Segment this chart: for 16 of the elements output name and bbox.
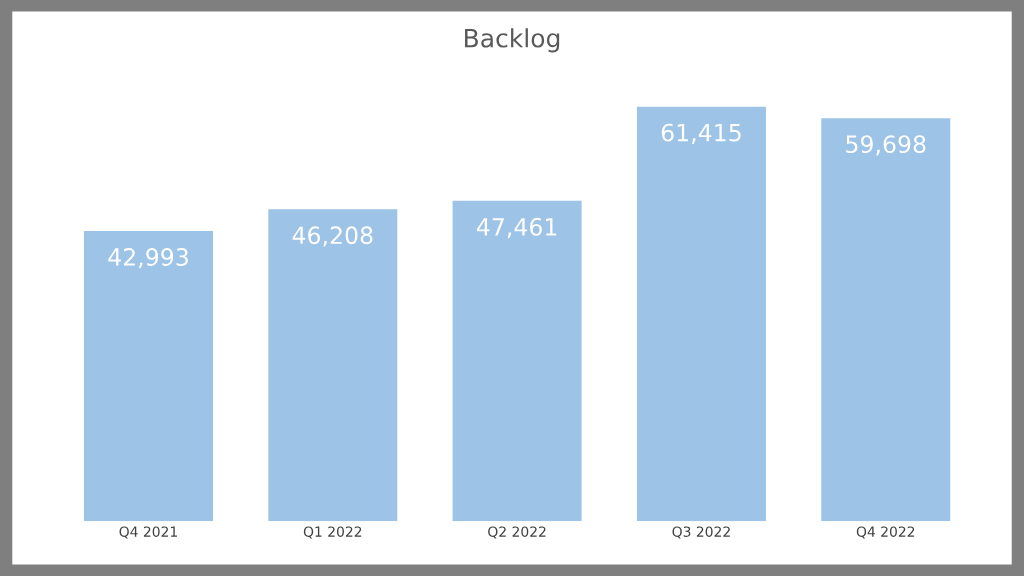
- bar: [83, 230, 213, 522]
- bar: [268, 209, 398, 522]
- bar: [452, 200, 582, 522]
- data-label: 42,993: [108, 248, 188, 269]
- x-tick-label: Q2 2022: [488, 526, 546, 539]
- data-label: 59,698: [846, 135, 926, 156]
- x-tick-label: Q1 2022: [303, 526, 362, 539]
- data-label: 47,461: [476, 217, 557, 239]
- bar: [821, 118, 951, 522]
- bar: [636, 106, 766, 522]
- data-label: 61,415: [661, 123, 741, 144]
- data-label: 46,208: [292, 226, 373, 247]
- chart-title: Backlog: [465, 28, 560, 53]
- x-tick-label: Q4 2022: [856, 526, 915, 539]
- x-tick-label: Q3 2022: [672, 526, 730, 539]
- x-tick-label: Q4 2021: [119, 526, 177, 539]
